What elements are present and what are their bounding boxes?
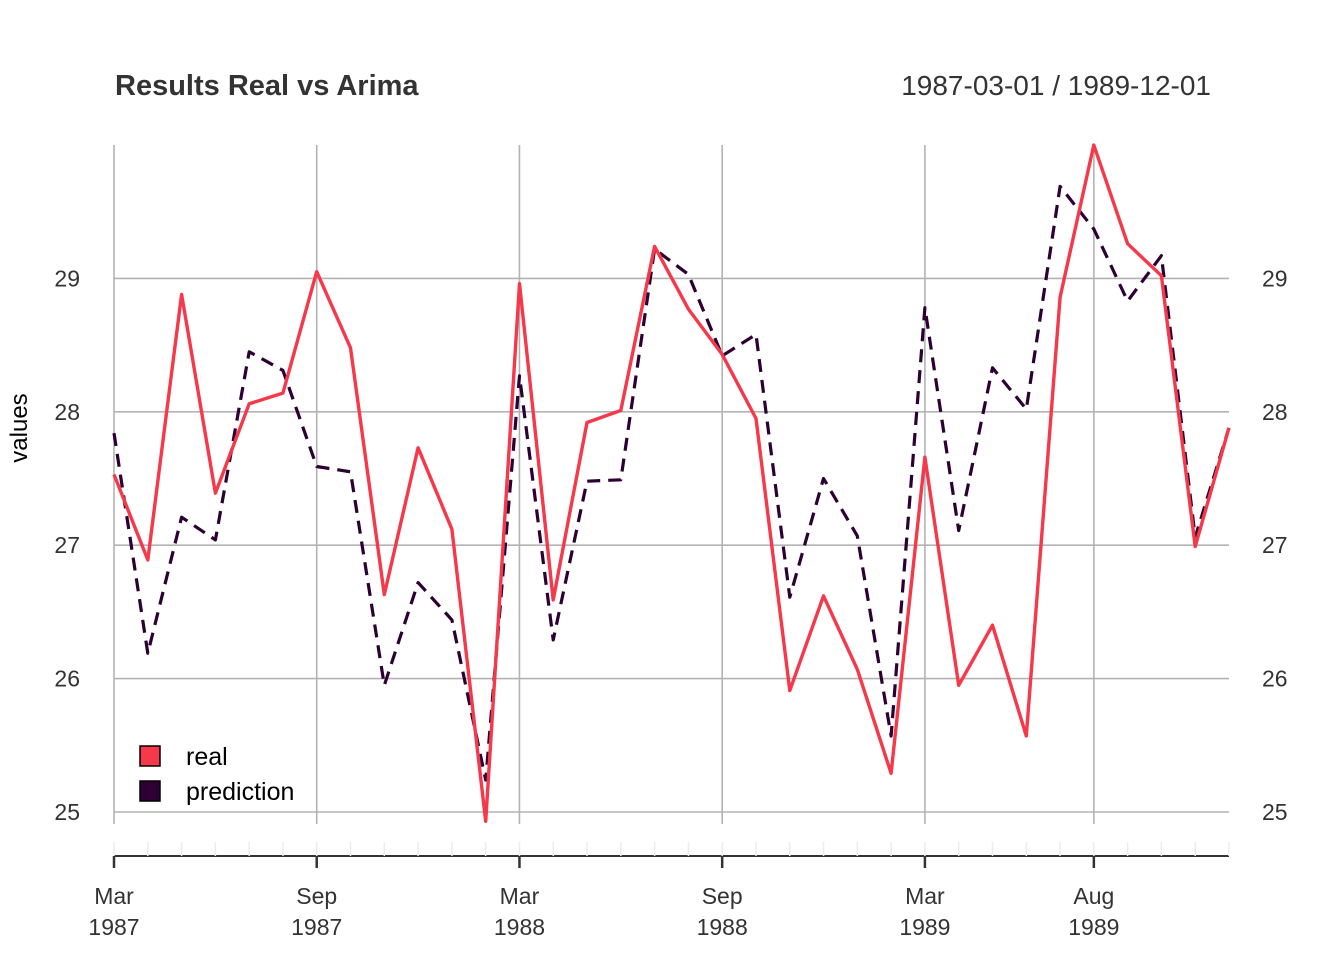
y-tick-labels: 25 25 26 26 27 27 28 28 29 29 [54,265,1287,825]
x-tick-month: Sep [296,883,337,909]
x-tick-year: 1989 [899,914,950,940]
y-axis-label: values [6,393,33,462]
x-tick-month: Aug [1073,883,1114,909]
legend-swatch-prediction [139,780,161,802]
x-tick-month: Mar [94,883,134,909]
legend: real prediction [139,743,294,806]
series-lines [112,143,1231,823]
y-tick-label-right: 27 [1262,532,1288,558]
y-tick-label-left: 28 [54,399,80,425]
series-line-prediction [112,184,1231,782]
y-tick-label-right: 25 [1262,799,1288,825]
legend-swatch-real [139,745,161,767]
y-tick-label-left: 27 [54,532,80,558]
y-tick-label-left: 29 [54,265,80,291]
x-axis: Mar 1987 Sep 1987 Mar 1988 Sep 1988 Mar 1989 Aug 19… [88,842,1230,940]
x-tick-month: Sep [702,883,743,909]
chart-title: Results Real vs Arima [115,70,419,102]
x-tick-year: 1987 [291,914,342,940]
y-tick-label-right: 29 [1262,265,1288,291]
x-tick-month: Mar [905,883,945,909]
grid [113,145,1229,824]
legend-label-real: real [186,743,228,771]
x-tick-year: 1989 [1068,914,1119,940]
x-tick-month: Mar [500,883,540,909]
y-tick-label-right: 26 [1262,666,1288,692]
y-tick-label-left: 26 [54,666,80,692]
x-tick-year: 1988 [697,914,748,940]
date-range: 1987-03-01 / 1989-12-01 [901,70,1211,101]
y-tick-label-left: 25 [54,799,80,825]
series-line-real [112,143,1231,823]
y-tick-label-right: 28 [1262,399,1288,425]
x-tick-year: 1987 [88,914,139,940]
legend-label-prediction: prediction [186,778,294,806]
x-tick-year: 1988 [494,914,545,940]
